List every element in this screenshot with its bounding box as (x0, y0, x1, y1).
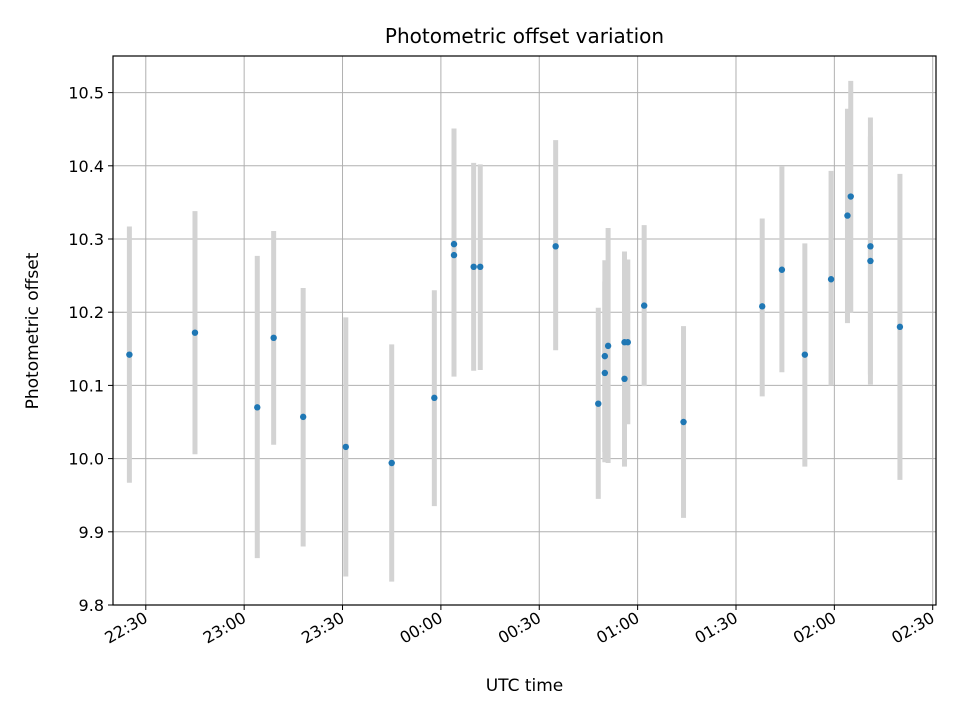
data-point (254, 404, 261, 411)
y-tick-label: 10.1 (68, 376, 104, 395)
data-point (126, 351, 133, 358)
y-tick-label: 10.5 (68, 84, 104, 103)
data-point (844, 212, 851, 219)
data-point (470, 263, 477, 271)
data-point (604, 342, 612, 350)
data-point (450, 251, 458, 259)
y-axis-title: Photometric offset (23, 252, 43, 409)
data-point (595, 400, 602, 407)
y-tick-label: 9.8 (79, 596, 104, 615)
y-tick-label: 10.3 (68, 230, 104, 249)
y-axis: 9.8 9.9 10.0 10.1 10.2 10.3 10.4 10.5 (68, 84, 113, 615)
data-point (896, 323, 904, 331)
data-point (552, 243, 559, 250)
y-tick-label: 10.2 (68, 303, 104, 322)
data-point (450, 240, 458, 248)
data-point (431, 394, 438, 402)
data-point (621, 375, 628, 383)
data-point (601, 352, 609, 360)
data-point (867, 243, 874, 250)
data-point (270, 334, 277, 342)
data-point (759, 303, 766, 310)
data-point (191, 329, 199, 336)
data-points (126, 193, 904, 467)
data-point (388, 459, 395, 467)
x-axis-title: UTC time (486, 676, 564, 696)
y-tick-label: 10.0 (68, 450, 104, 469)
data-point (299, 413, 307, 421)
data-point (867, 257, 874, 265)
data-point (342, 443, 350, 451)
data-point (680, 418, 687, 426)
data-point (778, 266, 786, 273)
y-tick-label: 10.4 (68, 157, 104, 176)
data-point (624, 339, 631, 346)
data-point (847, 193, 854, 200)
data-point (801, 351, 809, 358)
y-tick-label: 9.9 (79, 523, 104, 542)
chart-title: Photometric offset variation (385, 24, 664, 48)
plot-frame (112, 55, 937, 606)
data-point (601, 369, 609, 377)
data-point (477, 263, 484, 271)
data-point (640, 302, 648, 309)
data-point (827, 276, 835, 283)
